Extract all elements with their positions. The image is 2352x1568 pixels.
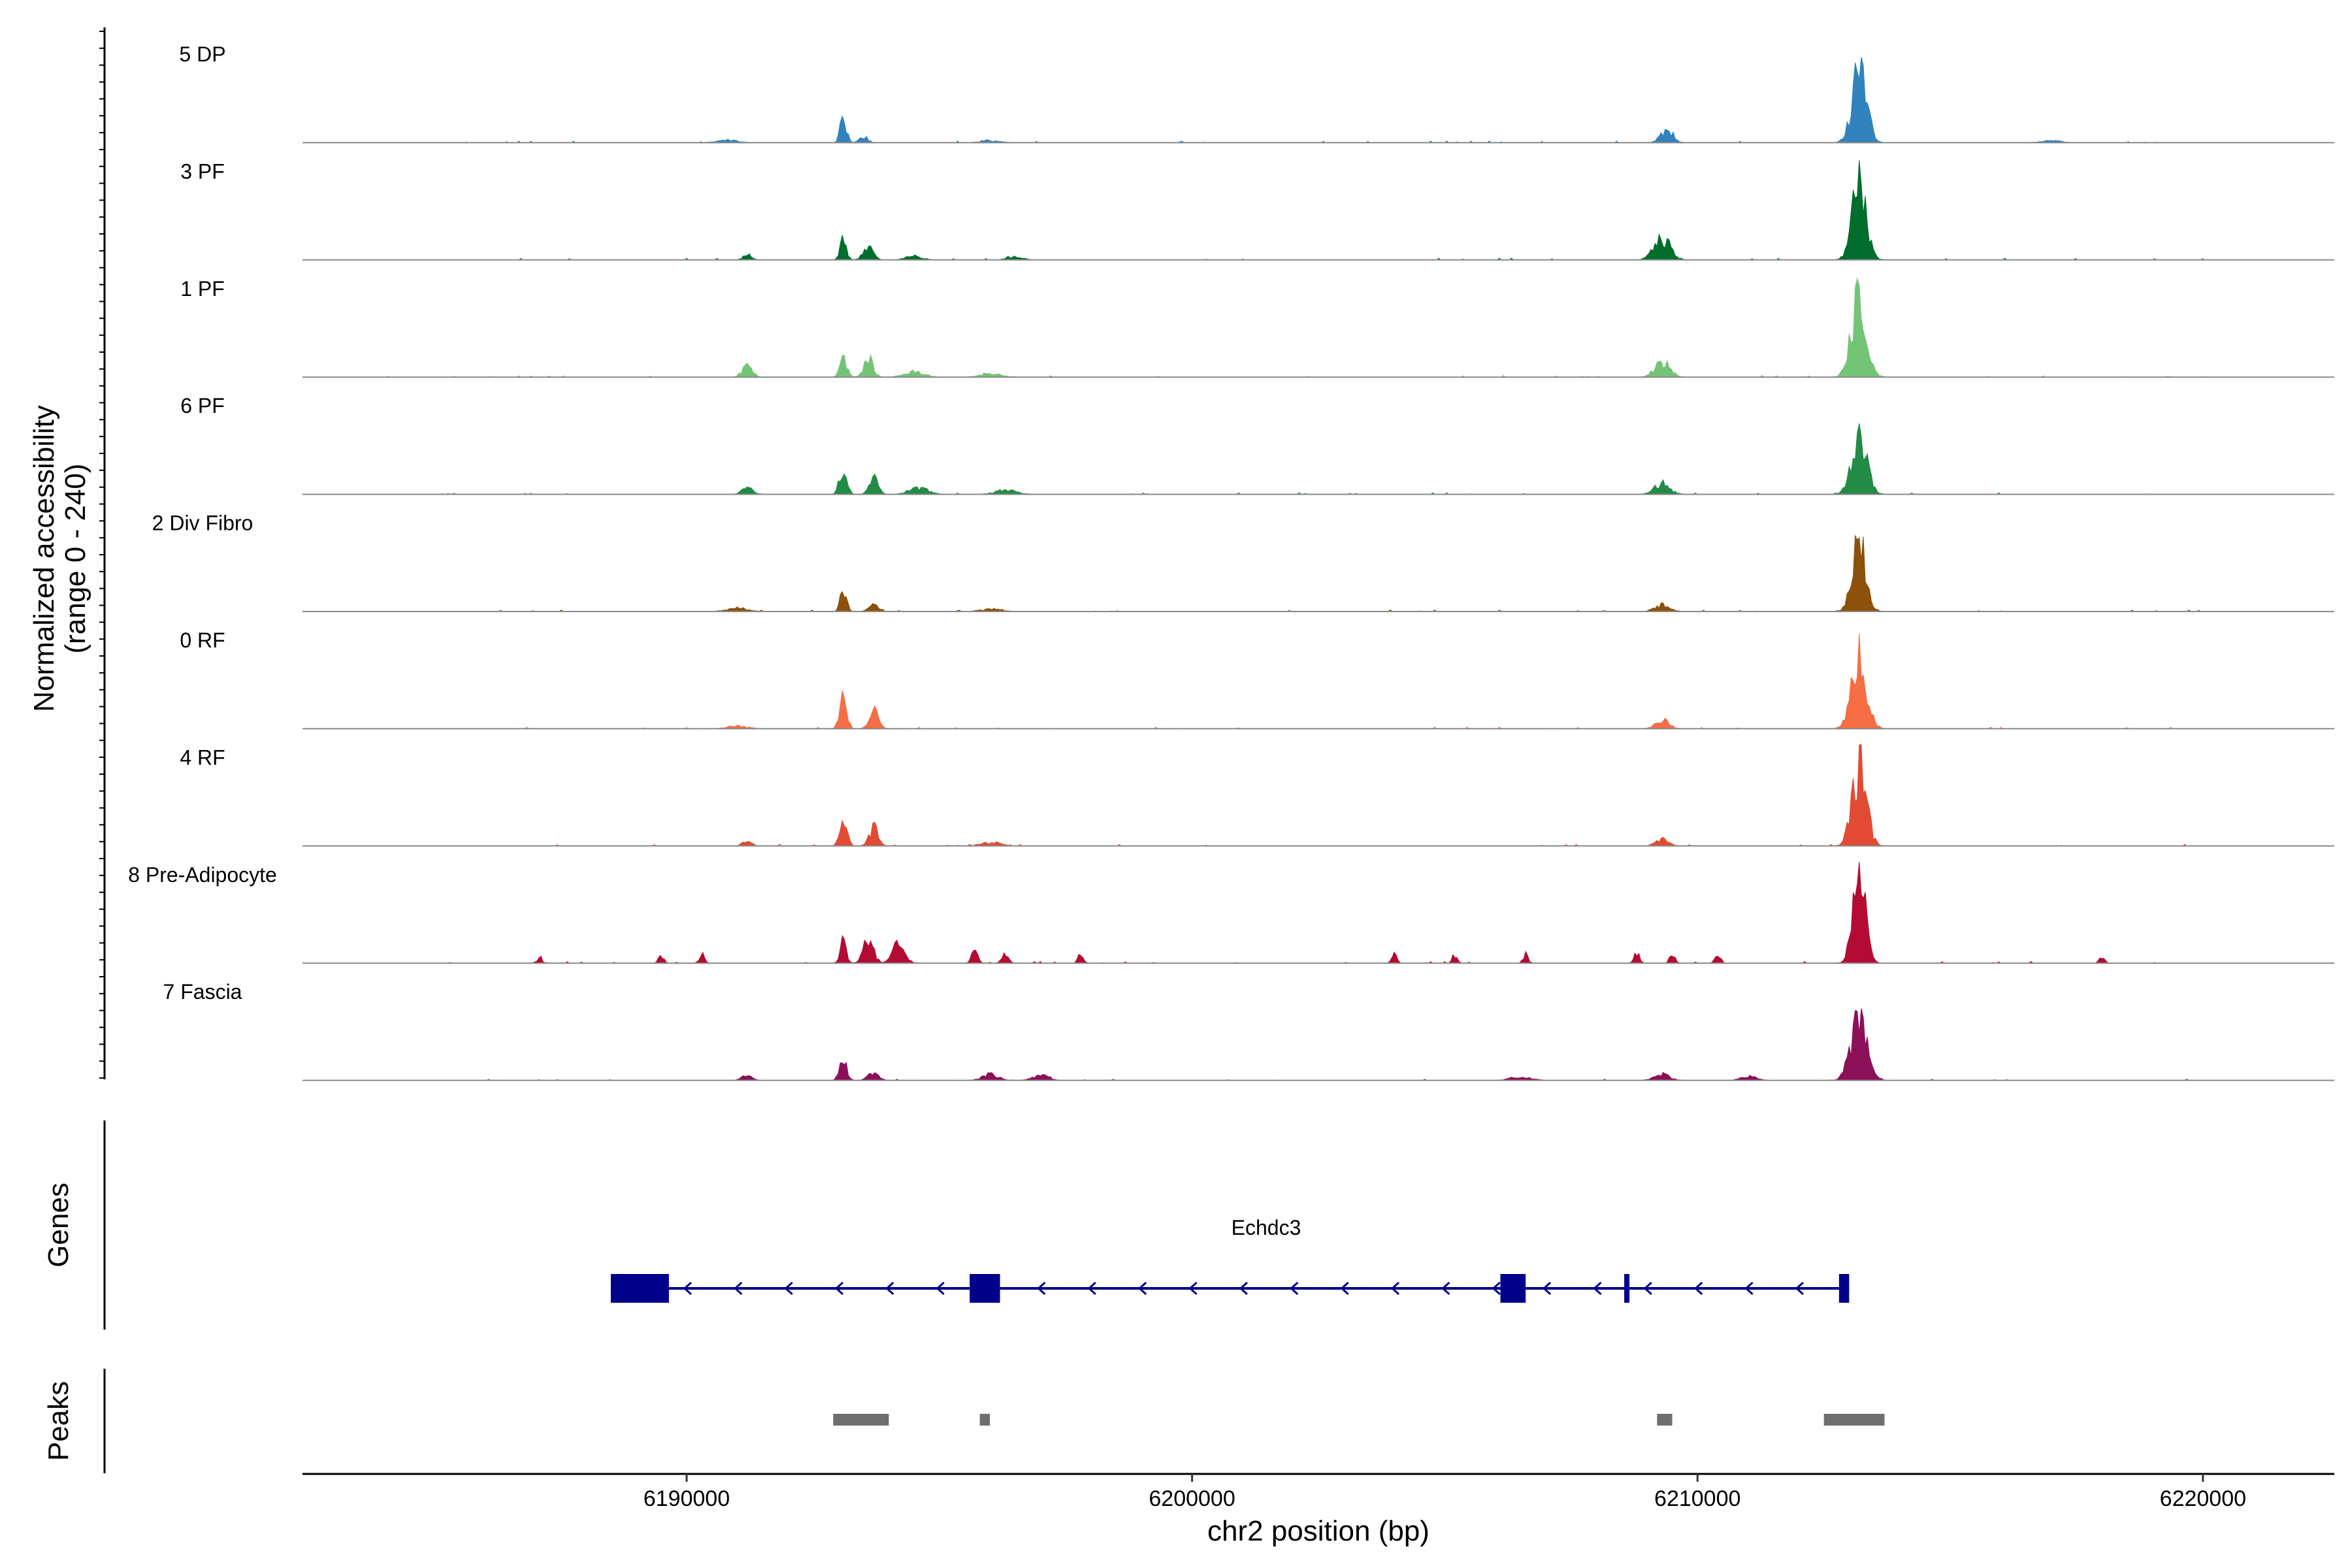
- track-3: 6 PF: [180, 394, 2334, 495]
- coverage-y-axis: [99, 27, 106, 1079]
- strand-arrow: [885, 1281, 894, 1296]
- gene-name-label: Echdc3: [1232, 1216, 1301, 1239]
- strand-arrow: [1087, 1281, 1096, 1296]
- strand-arrow: [1643, 1281, 1652, 1296]
- gene-exon: [1500, 1274, 1526, 1303]
- genes-axis-title: Genes: [42, 1183, 74, 1267]
- track-label: 2 Div Fibro: [152, 512, 253, 535]
- strand-arrow: [784, 1281, 793, 1296]
- track-label: 0 RF: [180, 629, 225, 652]
- peak-region: [979, 1414, 990, 1426]
- track-8: 7 Fascia: [163, 980, 2334, 1081]
- strand-arrow: [1137, 1281, 1147, 1296]
- strand-arrow: [1340, 1281, 1349, 1296]
- x-tick-label: 6200000: [1149, 1486, 1235, 1511]
- track-label: 1 PF: [180, 277, 225, 301]
- track-label: 6 PF: [180, 394, 225, 417]
- strand-arrow: [1492, 1281, 1501, 1296]
- strand-arrow: [1593, 1281, 1602, 1296]
- track-label: 5 DP: [179, 42, 225, 66]
- strand-arrow: [1290, 1281, 1299, 1296]
- track-5: 0 RF: [180, 629, 2334, 730]
- coverage-y-title-line1: Normalized accessibility: [28, 405, 60, 711]
- strand-arrow: [936, 1281, 945, 1296]
- track-label: 7 Fascia: [163, 980, 242, 1004]
- peak-regions: [833, 1414, 1885, 1426]
- peak-region: [1657, 1414, 1673, 1426]
- gene-exon: [970, 1274, 1000, 1303]
- gene-model: [610, 1274, 1850, 1303]
- gene-exon: [1624, 1274, 1630, 1303]
- x-tick-label: 6190000: [644, 1486, 730, 1511]
- coverage-y-ticks: [99, 31, 105, 1079]
- strand-arrow: [834, 1281, 844, 1296]
- strand-arrow: [1239, 1281, 1248, 1296]
- peak-region: [833, 1414, 889, 1426]
- track-6: 4 RF: [180, 744, 2334, 847]
- strand-arrow: [1542, 1281, 1552, 1296]
- strand-arrow: [1188, 1281, 1198, 1296]
- coverage-tracks: 5 DP 3 PF 1 PF 6 PF 2 Div Fibro 0 RF 4 RF 8 Pre…: [128, 42, 2334, 1081]
- track-label: 4 RF: [180, 745, 225, 769]
- strand-arrow: [734, 1281, 743, 1296]
- x-tick-label: 6210000: [1654, 1486, 1740, 1511]
- track-4: 2 Div Fibro: [152, 512, 2334, 612]
- peak-region: [1823, 1414, 1885, 1426]
- x-axis-ticks: 6190000 6200000 6210000 6220000: [644, 1474, 2246, 1511]
- strand-arrow: [1037, 1281, 1046, 1296]
- track-0: 5 DP: [179, 42, 2334, 144]
- strand-arrow: [1744, 1281, 1754, 1296]
- track-2: 1 PF: [180, 277, 2334, 378]
- strand-arrow: [1795, 1281, 1804, 1296]
- coverage-y-title-line2: (range 0 - 240): [59, 463, 91, 653]
- x-axis-title: chr2 position (bp): [1207, 1515, 1429, 1547]
- track-1: 3 PF: [180, 159, 2334, 261]
- track-7: 8 Pre-Adipocyte: [128, 862, 2334, 964]
- gene-exon: [610, 1274, 669, 1303]
- track-label: 3 PF: [180, 159, 225, 183]
- gene-exon: [1838, 1274, 1850, 1303]
- track-label: 8 Pre-Adipocyte: [128, 863, 277, 887]
- strand-arrow: [1693, 1281, 1703, 1296]
- x-tick-label: 6220000: [2160, 1486, 2246, 1511]
- strand-arrow: [1390, 1281, 1400, 1296]
- peaks-axis-title: Peaks: [42, 1381, 74, 1461]
- strand-arrow: [683, 1281, 692, 1296]
- strand-arrow: [1441, 1281, 1450, 1296]
